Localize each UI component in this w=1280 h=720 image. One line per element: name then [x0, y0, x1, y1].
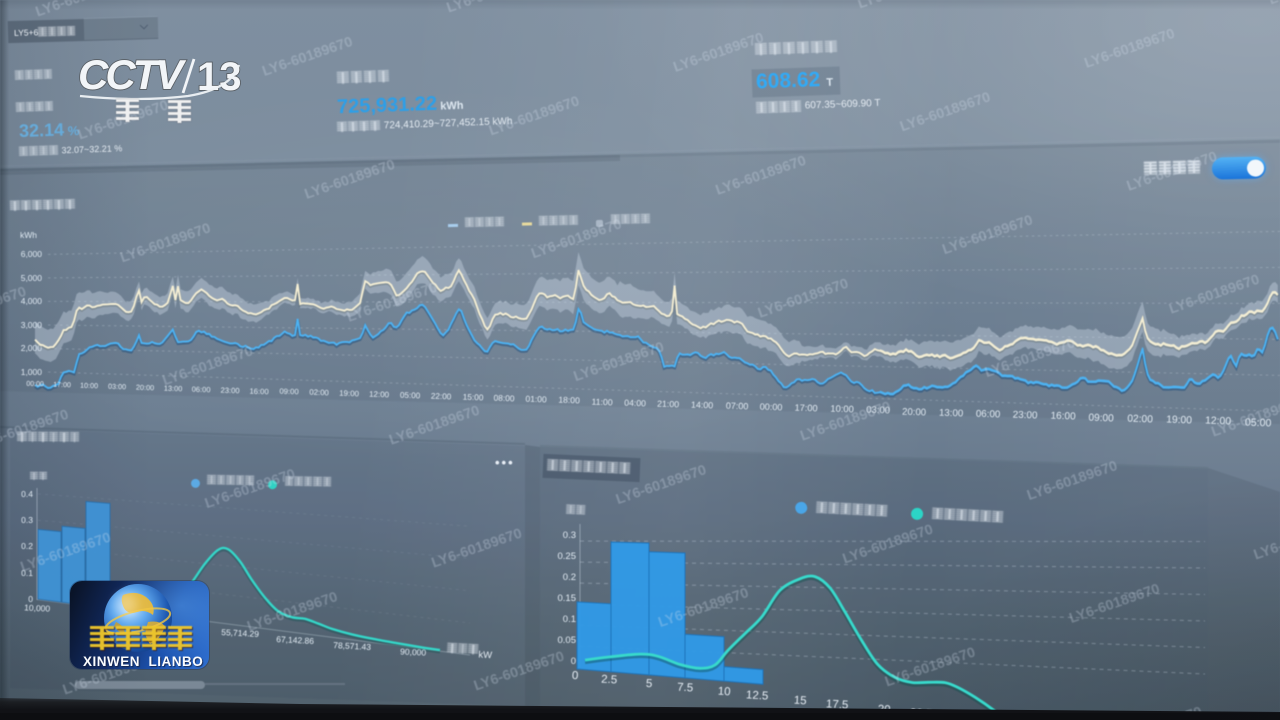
svg-text:0.15: 0.15: [558, 593, 577, 604]
svg-text:0.2: 0.2: [563, 572, 576, 583]
svg-text:0.05: 0.05: [558, 635, 577, 646]
svg-text:0: 0: [572, 670, 579, 682]
svg-text:0.3: 0.3: [563, 530, 576, 541]
svg-text:0.1: 0.1: [563, 614, 576, 625]
svg-text:15: 15: [793, 695, 806, 708]
svg-text:0: 0: [571, 656, 576, 667]
svg-text:10: 10: [717, 686, 730, 699]
svg-text:2.5: 2.5: [601, 674, 618, 687]
svg-text:5: 5: [646, 678, 653, 690]
svg-text:12.5: 12.5: [746, 689, 769, 702]
svg-text:CCTV: CCTV: [78, 52, 186, 98]
svg-text:0.25: 0.25: [558, 551, 577, 562]
svg-text:7.5: 7.5: [677, 682, 694, 695]
